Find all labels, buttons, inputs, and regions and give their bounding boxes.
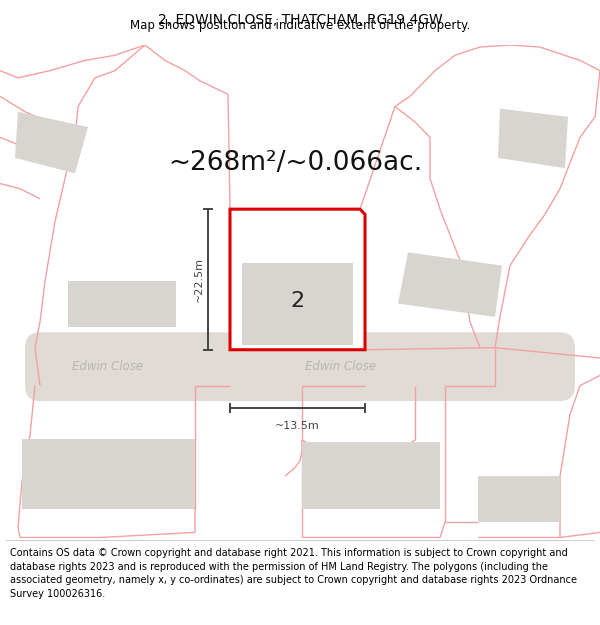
Polygon shape (230, 209, 365, 350)
Text: 2, EDWIN CLOSE, THATCHAM, RG19 4GW: 2, EDWIN CLOSE, THATCHAM, RG19 4GW (158, 12, 442, 27)
Bar (22, 439, 195, 509)
Text: Contains OS data © Crown copyright and database right 2021. This information is : Contains OS data © Crown copyright and d… (10, 548, 577, 599)
FancyBboxPatch shape (25, 332, 575, 401)
Text: ~22.5m: ~22.5m (194, 257, 204, 302)
Text: Edwin Close: Edwin Close (72, 360, 143, 373)
Text: ~13.5m: ~13.5m (275, 421, 320, 431)
Bar (242, 262, 353, 344)
Text: Edwin Close: Edwin Close (305, 360, 376, 373)
Bar (302, 442, 440, 509)
Text: ~268m²/~0.066ac.: ~268m²/~0.066ac. (168, 150, 422, 176)
Polygon shape (498, 109, 568, 168)
Text: Map shows position and indicative extent of the property.: Map shows position and indicative extent… (130, 19, 470, 32)
Polygon shape (398, 253, 502, 317)
Bar (68, 281, 176, 327)
Text: 2: 2 (290, 291, 305, 311)
Bar (478, 476, 560, 522)
Polygon shape (15, 112, 88, 173)
